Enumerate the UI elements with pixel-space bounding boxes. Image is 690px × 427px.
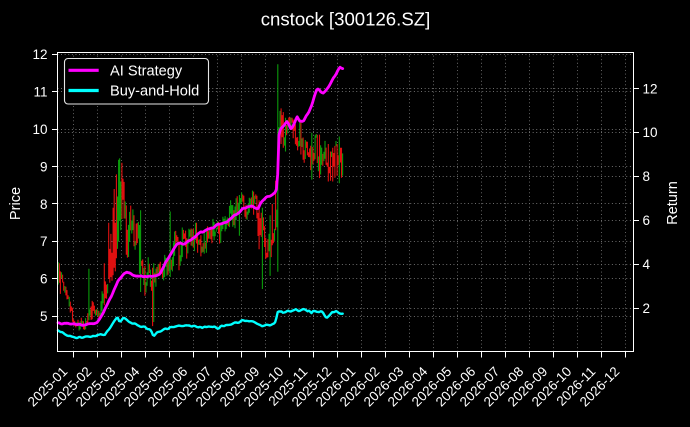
svg-text:8: 8 <box>40 197 48 212</box>
svg-text:5: 5 <box>40 309 48 324</box>
svg-text:6: 6 <box>643 213 651 228</box>
svg-text:10: 10 <box>32 122 47 137</box>
svg-text:7: 7 <box>40 234 48 249</box>
svg-text:9: 9 <box>40 159 48 174</box>
svg-text:4: 4 <box>643 257 651 272</box>
svg-text:Buy-and-Hold: Buy-and-Hold <box>110 84 199 100</box>
svg-text:8: 8 <box>643 169 651 184</box>
svg-text:AI Strategy: AI Strategy <box>110 63 183 79</box>
svg-text:11: 11 <box>33 84 47 99</box>
svg-text:6: 6 <box>40 272 48 287</box>
svg-text:Return: Return <box>665 181 681 225</box>
svg-text:12: 12 <box>32 47 47 62</box>
svg-text:12: 12 <box>643 81 658 96</box>
svg-text:10: 10 <box>643 125 658 140</box>
svg-text:2: 2 <box>643 301 651 316</box>
svg-text:Price: Price <box>8 187 24 220</box>
svg-text:cnstock [300126.SZ]: cnstock [300126.SZ] <box>261 9 431 30</box>
